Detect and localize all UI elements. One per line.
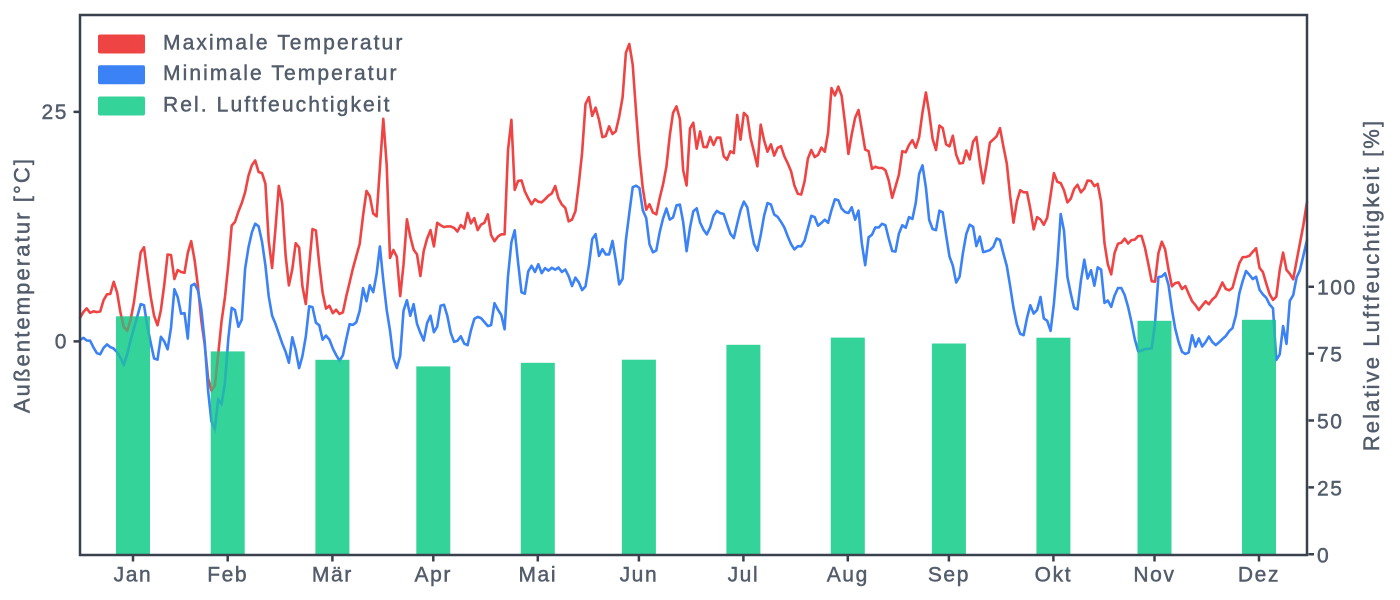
svg-text:Sep: Sep [928,564,970,587]
svg-text:Aug: Aug [827,564,869,587]
svg-text:25: 25 [1317,477,1344,500]
svg-text:Feb: Feb [207,564,248,587]
svg-text:Mai: Mai [518,564,557,587]
svg-text:75: 75 [1317,344,1344,367]
svg-text:Rel. Luftfeuchtigkeit: Rel. Luftfeuchtigkeit [163,94,392,117]
svg-text:Mär: Mär [312,564,353,587]
svg-text:Jun: Jun [620,564,659,587]
svg-text:Minimale Temperatur: Minimale Temperatur [163,62,399,85]
svg-text:Relative Luftfeuchtigkeit [%]: Relative Luftfeuchtigkeit [%] [1359,119,1384,451]
svg-text:25: 25 [41,101,68,124]
svg-text:Jul: Jul [728,564,760,587]
svg-text:0: 0 [55,330,68,353]
svg-text:100: 100 [1317,277,1357,300]
svg-text:Nov: Nov [1133,564,1175,587]
svg-text:Apr: Apr [415,564,452,587]
svg-text:Außentemperatur [°C]: Außentemperatur [°C] [10,157,35,413]
svg-text:Maximale Temperatur: Maximale Temperatur [163,32,404,55]
svg-text:50: 50 [1317,411,1344,434]
svg-text:Okt: Okt [1035,564,1072,587]
svg-text:Jan: Jan [114,564,153,587]
svg-text:0: 0 [1317,544,1330,567]
svg-text:Dez: Dez [1238,564,1280,587]
